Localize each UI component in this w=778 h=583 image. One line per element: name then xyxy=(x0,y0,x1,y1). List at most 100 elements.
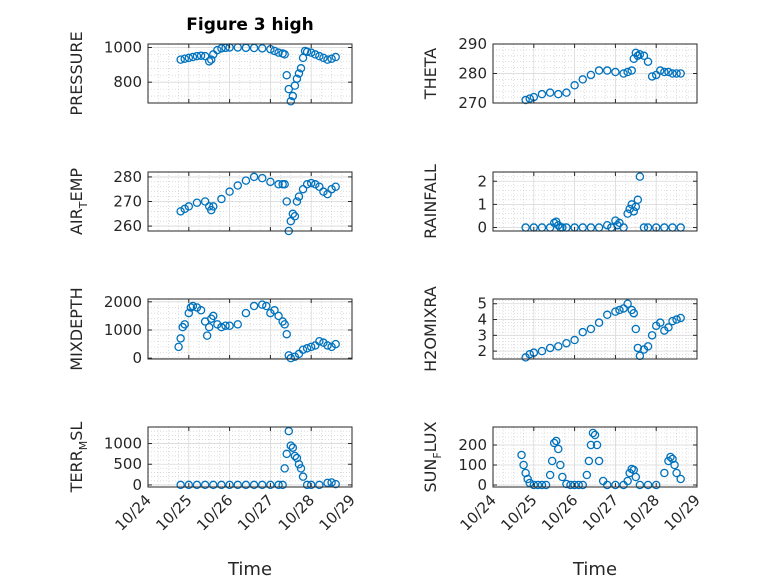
data-point xyxy=(221,321,230,331)
y-tick-label: 2000 xyxy=(104,293,142,311)
data-point xyxy=(525,350,534,359)
y-tick-label: 5 xyxy=(477,295,487,313)
x-tick-label: 10/28 xyxy=(620,491,663,534)
data-point xyxy=(611,480,620,490)
data-point xyxy=(311,50,320,59)
data-point xyxy=(323,55,332,64)
data-point xyxy=(331,339,340,349)
data-point xyxy=(633,51,643,61)
data-point xyxy=(249,480,259,490)
data-point xyxy=(176,334,185,343)
data-point xyxy=(554,89,563,99)
series-points xyxy=(517,428,685,490)
data-point xyxy=(217,44,226,53)
data-point xyxy=(588,428,598,438)
x-tick-label: 10/27 xyxy=(234,491,277,534)
y-tick-label: 500 xyxy=(113,455,142,473)
data-point xyxy=(545,470,555,480)
y-tick-label: 280 xyxy=(458,65,487,83)
data-point xyxy=(241,308,251,318)
data-point xyxy=(323,478,332,488)
data-point xyxy=(629,207,639,216)
subplot-pressure: 800 1000 PRESSURE xyxy=(67,31,353,116)
data-point xyxy=(225,321,234,331)
data-point xyxy=(570,81,579,90)
data-point xyxy=(592,440,602,450)
y-axis-label: MIXDEPTH xyxy=(67,287,86,370)
x-tick-label: 10/26 xyxy=(193,491,236,534)
data-point xyxy=(627,66,636,75)
data-point xyxy=(196,306,206,315)
data-point xyxy=(292,197,302,206)
data-point xyxy=(633,195,643,205)
data-point xyxy=(602,310,612,320)
data-point xyxy=(643,480,653,490)
data-point xyxy=(521,95,530,105)
data-point xyxy=(200,480,210,490)
series-points xyxy=(176,172,340,236)
data-point xyxy=(327,54,336,64)
data-point xyxy=(647,331,657,340)
data-point xyxy=(306,178,316,188)
figure-title: Figure 3 high xyxy=(186,15,314,35)
y-tick-label: 260 xyxy=(113,217,142,235)
data-point xyxy=(635,50,645,59)
data-point xyxy=(670,460,679,470)
data-point xyxy=(660,67,669,77)
y-tick-label: 800 xyxy=(113,73,142,91)
y-tick-label: 2 xyxy=(477,342,487,360)
data-point xyxy=(284,84,294,94)
data-point xyxy=(602,480,612,490)
data-point xyxy=(262,301,271,311)
subplot-sun-flux: 0 100 200 SUNFLUX 10/2410/2510/2610/2710/281… xyxy=(421,421,704,580)
data-point xyxy=(562,479,571,489)
data-point xyxy=(282,329,291,339)
data-point xyxy=(286,216,296,226)
data-point xyxy=(623,67,632,77)
x-tick-label: 10/26 xyxy=(538,491,581,534)
data-point xyxy=(676,313,685,323)
data-point xyxy=(188,52,198,62)
y-tick-label: 4 xyxy=(477,311,487,329)
subplot-air-temp: 260 270 280 AIRTEMP xyxy=(67,168,353,236)
major-grid xyxy=(493,172,697,231)
data-point xyxy=(611,216,620,225)
data-point xyxy=(233,181,243,190)
data-point xyxy=(570,335,579,345)
y-tick-label: 0 xyxy=(132,476,142,494)
y-tick-label: 1 xyxy=(477,195,487,213)
data-point xyxy=(631,472,641,482)
data-point xyxy=(584,456,594,466)
data-point xyxy=(274,48,283,57)
data-point xyxy=(274,180,283,189)
data-point xyxy=(249,172,259,182)
data-point xyxy=(202,331,212,340)
data-point xyxy=(298,472,308,481)
x-tick-label: 10/29 xyxy=(661,491,704,534)
data-point xyxy=(200,51,210,61)
series-points xyxy=(521,299,685,362)
data-point xyxy=(619,69,628,78)
data-point xyxy=(241,480,251,490)
data-point xyxy=(217,322,226,332)
data-point xyxy=(176,55,185,64)
axes-box xyxy=(147,426,353,488)
y-tick-label: 290 xyxy=(458,35,487,53)
data-point xyxy=(184,53,194,63)
y-tick-label: 2 xyxy=(477,172,487,190)
data-point xyxy=(288,91,298,101)
data-point xyxy=(286,441,296,450)
data-point xyxy=(315,337,324,346)
data-point xyxy=(266,480,275,490)
series-points xyxy=(521,172,685,232)
data-point xyxy=(623,299,632,308)
y-tick-label: 1000 xyxy=(104,321,142,339)
data-point xyxy=(241,176,251,185)
major-grid xyxy=(148,427,352,487)
data-point xyxy=(302,344,312,353)
data-point xyxy=(217,480,226,490)
data-point xyxy=(266,177,275,187)
